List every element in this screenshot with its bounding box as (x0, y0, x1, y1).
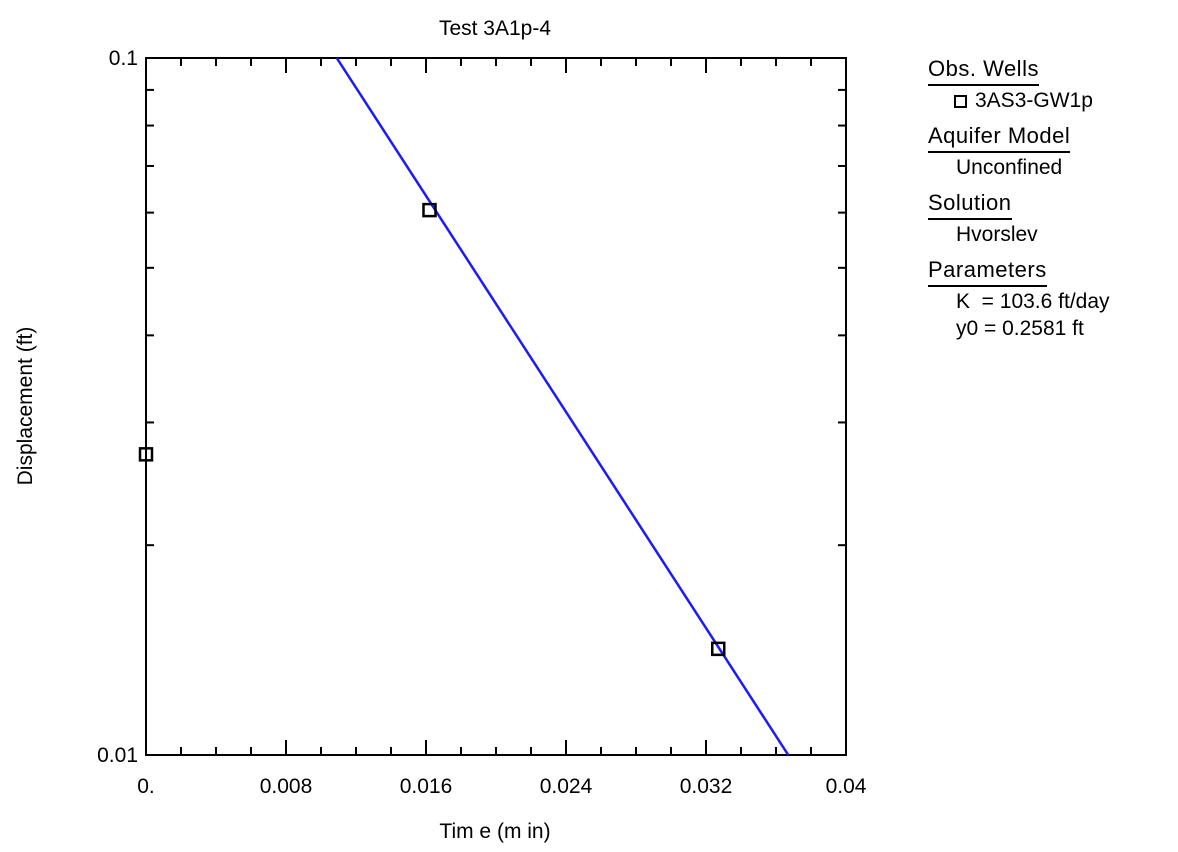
legend-section-obs-wells: Obs. Wells 3AS3-GW1p (928, 56, 1168, 113)
legend-section-solution: Solution Hvorslev (928, 190, 1168, 247)
x-tick-label: 0.016 (400, 775, 453, 798)
legend-row: 3AS3-GW1p (928, 89, 1168, 113)
y-axis-label: Displacement (ft) (14, 327, 37, 486)
x-axis-tick-labels: 0. 0.008 0.016 0.024 0.032 0.04 (137, 775, 867, 798)
legend-header: Solution (928, 190, 1012, 220)
legend: Obs. Wells 3AS3-GW1p Aquifer Model Uncon… (928, 56, 1168, 351)
legend-header: Obs. Wells (928, 56, 1039, 86)
legend-row: K = 103.6 ft/day (956, 290, 1110, 313)
data-point-square (711, 641, 726, 657)
y-tick-label: 0.01 (97, 744, 138, 767)
legend-row-text: 3AS3-GW1p (975, 89, 1093, 112)
y-axis-tick-labels: 0.01 0.1 (97, 47, 138, 767)
x-tick-label: 0. (137, 775, 155, 798)
data-markers (138, 202, 726, 657)
x-tick-label: 0.032 (680, 775, 733, 798)
legend-row: Hvorslev (956, 223, 1038, 246)
y-tick-label: 0.1 (109, 47, 138, 70)
x-tick-label: 0.024 (540, 775, 593, 798)
legend-row: Unconfined (956, 156, 1063, 179)
legend-section-parameters: Parameters K = 103.6 ft/day y0 = 0.2581 … (928, 257, 1168, 341)
x-tick-label: 0.008 (260, 775, 313, 798)
x-axis-label: Tim e (m in) (439, 820, 550, 843)
x-axis-ticks (145, 58, 847, 755)
legend-section-aquifer-model: Aquifer Model Unconfined (928, 123, 1168, 180)
legend-row: y0 = 0.2581 ft (956, 317, 1084, 340)
y-axis-ticks (146, 57, 846, 756)
legend-header: Aquifer Model (928, 123, 1071, 153)
legend-header: Parameters (928, 257, 1047, 287)
data-point-square (422, 202, 437, 218)
fit-line (335, 57, 790, 756)
fit-lines (335, 57, 790, 756)
chart-title: Test 3A1p-4 (439, 17, 551, 40)
data-point-square (138, 447, 154, 462)
plot-frame (145, 57, 847, 756)
square-marker-icon (954, 94, 967, 108)
x-tick-label: 0.04 (826, 775, 867, 798)
